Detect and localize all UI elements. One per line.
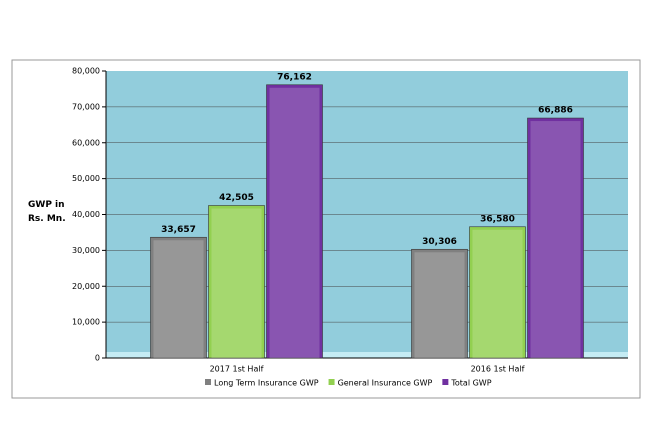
y-tick-label: 30,000 [72,246,100,255]
bar-highlight [530,121,581,358]
value-label: 66,886 [538,106,573,116]
legend-label: General Insurance GWP [338,379,433,388]
bar [208,205,265,359]
y-tick-label: 0 [95,354,100,363]
bar-highlight [153,240,204,358]
bar [266,84,323,359]
y-tick-label: 50,000 [72,174,100,183]
value-label: 36,580 [480,214,515,224]
y-tick-label: 40,000 [72,210,100,219]
legend-swatch [205,379,211,385]
bar-highlight [211,208,262,358]
bar-highlight [472,229,523,358]
y-tick-label: 60,000 [72,138,100,147]
bar [527,117,584,359]
legend-swatch [328,379,335,385]
legend-swatch [442,379,449,385]
plot-floor [106,352,628,358]
y-axis-label: GWP in Rs. Mn. [28,200,66,224]
x-tick-label: 2017 1st Half [210,365,264,374]
bar [150,236,207,359]
value-label: 30,306 [422,237,457,247]
x-tick-label: 2016 1st Half [471,365,525,374]
legend-label: Total GWP [450,379,491,388]
value-label: 33,657 [161,225,196,235]
legend-label: Long Term Insurance GWP [214,379,319,388]
y-tick-label: 70,000 [72,102,100,111]
y-tick-label: 10,000 [72,318,100,327]
bar [411,248,468,359]
bar-highlight [414,252,465,358]
value-label: 76,162 [277,72,312,82]
value-label: 42,505 [219,193,254,203]
y-tick-label: 20,000 [72,282,100,291]
y-tick-label: 80,000 [72,67,100,76]
bar-highlight [269,87,320,358]
bar [469,226,526,359]
